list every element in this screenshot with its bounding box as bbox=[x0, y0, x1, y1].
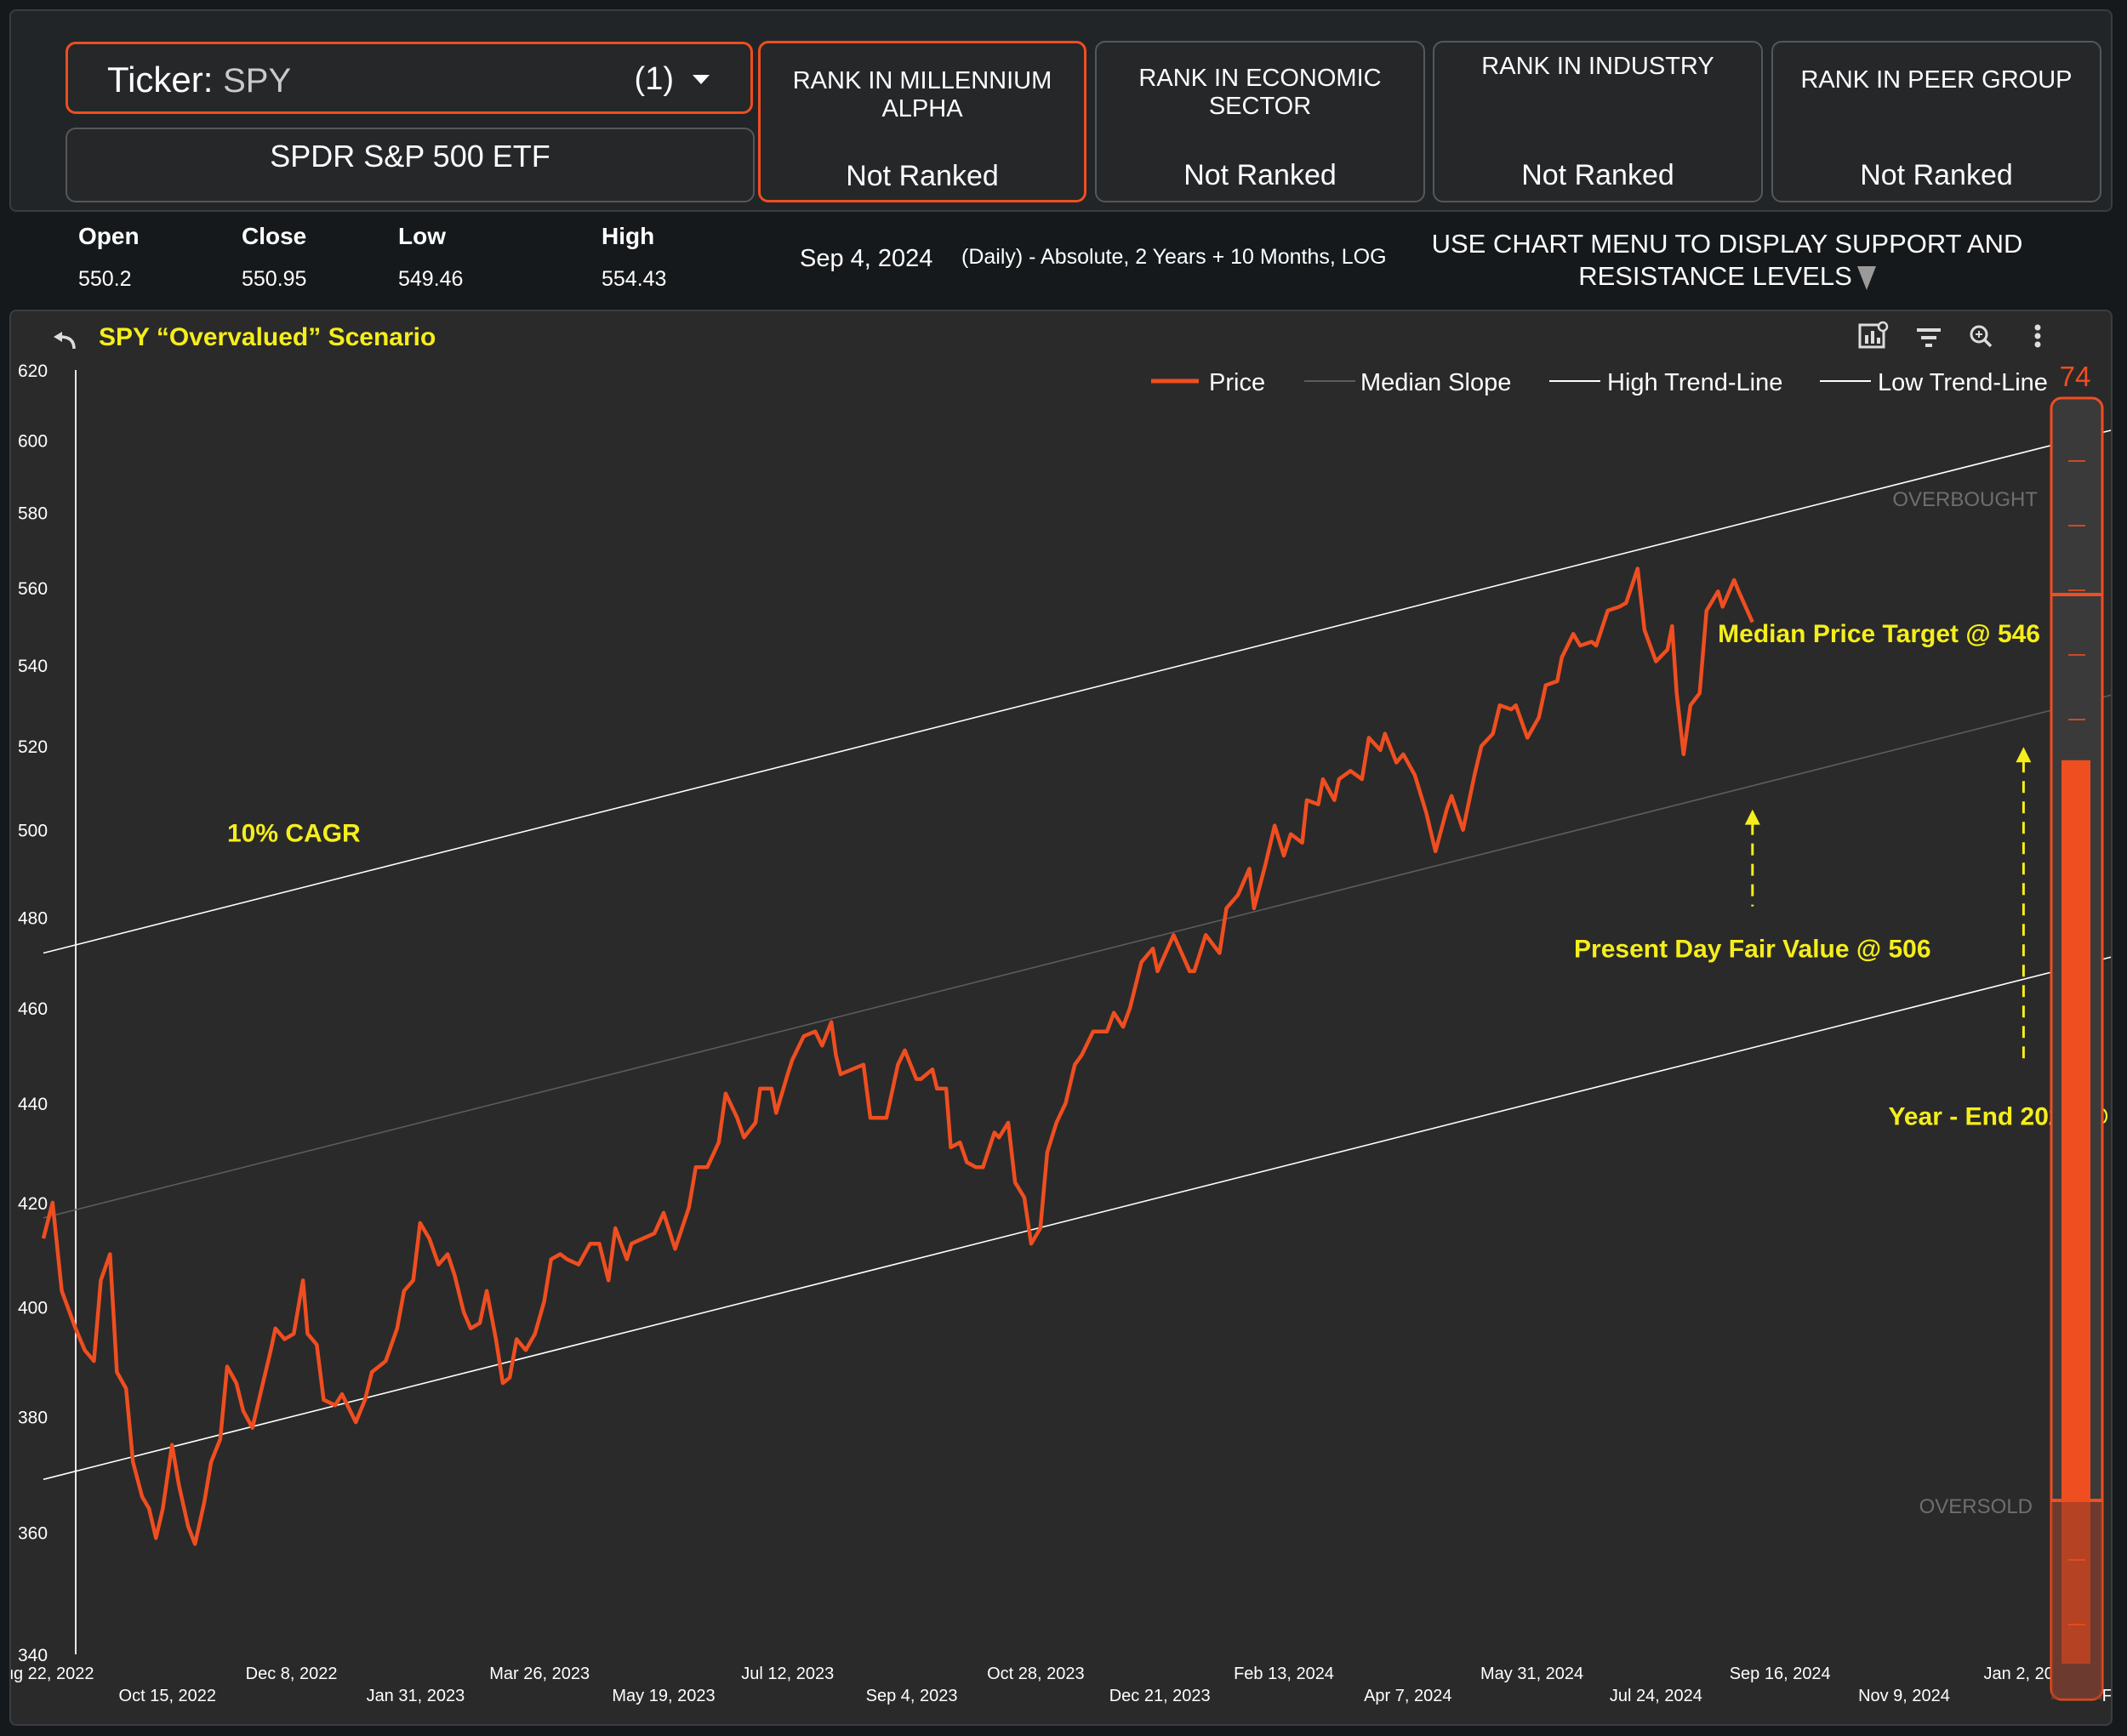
overbought-label: OVERBOUGHT bbox=[1892, 488, 2038, 511]
x-tick-label: Dec 8, 2022 bbox=[246, 1665, 338, 1683]
chart-settings-icon[interactable] bbox=[1858, 321, 1889, 349]
legend-price[interactable]: Price bbox=[1209, 369, 1265, 396]
security-name: SPDR S&P 500 ETF bbox=[66, 128, 755, 202]
x-tick-label: Jul 12, 2023 bbox=[741, 1665, 834, 1683]
rank-industry[interactable]: RANK IN INDUSTRY Not Ranked bbox=[1433, 41, 1763, 202]
chart-range: (Daily) - Absolute, 2 Years + 10 Months,… bbox=[961, 245, 1387, 269]
x-tick-label: Sep 4, 2023 bbox=[866, 1687, 958, 1705]
gauge-oversold-zone bbox=[2051, 1500, 2102, 1699]
top-panel: Ticker: SPY (1) SPDR S&P 500 ETF RANK IN… bbox=[9, 9, 2113, 212]
x-tick-label: Feb 25, 2025 bbox=[2102, 1687, 2111, 1705]
y-tick-label: 440 bbox=[18, 1095, 48, 1114]
rank-peer-group[interactable]: RANK IN PEER GROUP Not Ranked bbox=[1771, 41, 2101, 202]
x-axis: Aug 22, 2022 Oct 15, 2022 Dec 8, 2022 Jan 3… bbox=[11, 1665, 2111, 1705]
y-tick-label: 560 bbox=[18, 579, 48, 599]
rank-title: RANK IN ECONOMIC SECTOR bbox=[1138, 65, 1382, 120]
y-tick-label: 460 bbox=[18, 999, 48, 1019]
y-tick-label: 620 bbox=[18, 361, 48, 381]
annotation-median-target: Median Price Target @ 546 bbox=[1718, 620, 2040, 648]
y-tick-label: 420 bbox=[18, 1194, 48, 1214]
x-tick-label: May 19, 2023 bbox=[612, 1687, 715, 1705]
close-value: 550.95 bbox=[242, 267, 307, 291]
high-label: High bbox=[602, 223, 655, 249]
low-label: Low bbox=[398, 223, 446, 249]
series-median-slope bbox=[43, 694, 2111, 1219]
x-tick-label: Oct 15, 2022 bbox=[119, 1687, 217, 1705]
chevron-down-icon[interactable] bbox=[693, 75, 710, 84]
chart-panel: SPY “Overvalued” Scenario Price Median S… bbox=[9, 310, 2113, 1726]
zoom-icon[interactable] bbox=[1970, 325, 1993, 348]
x-tick-label: Jul 24, 2024 bbox=[1610, 1687, 1702, 1705]
y-tick-label: 340 bbox=[18, 1646, 48, 1665]
chart-title: SPY “Overvalued” Scenario bbox=[99, 323, 436, 351]
rank-value: Not Ranked bbox=[1183, 159, 1337, 191]
filter-icon[interactable] bbox=[1917, 328, 1941, 347]
low-value: 549.46 bbox=[398, 267, 464, 291]
overbought-oversold-gauge: 74 OVERBOUGHT OVERSOLD bbox=[1892, 361, 2104, 1701]
current-date: Sep 4, 2024 bbox=[800, 245, 933, 272]
legend-low-trend-line[interactable]: Low Trend-Line bbox=[1878, 369, 2048, 396]
undo-icon[interactable] bbox=[54, 332, 76, 350]
gauge-value: 74 bbox=[2060, 361, 2091, 392]
high-value: 554.43 bbox=[602, 267, 667, 291]
ticker-count: (1) bbox=[634, 61, 674, 97]
rank-value: Not Ranked bbox=[1860, 159, 2013, 191]
annotation-fair-value: Present Day Fair Value @ 506 bbox=[1574, 936, 1930, 964]
x-tick-label: Oct 28, 2023 bbox=[987, 1665, 1085, 1683]
menu-hint: USE CHART MENU TO DISPLAY SUPPORT AND RE… bbox=[1412, 228, 2042, 293]
rank-economic-sector[interactable]: RANK IN ECONOMIC SECTOR Not Ranked bbox=[1095, 41, 1425, 202]
rank-value: Not Ranked bbox=[1521, 159, 1674, 191]
rank-title: RANK IN MILLENNIUM ALPHA bbox=[792, 67, 1052, 122]
ticker-value: SPY bbox=[223, 62, 292, 100]
x-tick-label: Nov 9, 2024 bbox=[1858, 1687, 1950, 1705]
x-tick-label: Apr 7, 2024 bbox=[1364, 1687, 1451, 1705]
x-tick-label: Sep 16, 2024 bbox=[1730, 1665, 1831, 1683]
x-tick-label: May 31, 2024 bbox=[1480, 1665, 1583, 1683]
more-vert-icon[interactable] bbox=[2034, 324, 2041, 348]
ticker-selector[interactable]: Ticker: SPY (1) bbox=[66, 42, 753, 114]
open-value: 550.2 bbox=[78, 267, 132, 291]
legend: Price Median Slope High Trend-Line Low T… bbox=[1151, 369, 2048, 396]
annotation-cagr: 10% CAGR bbox=[227, 820, 361, 848]
x-tick-label: Aug 22, 2022 bbox=[11, 1665, 94, 1683]
open-label: Open bbox=[78, 223, 140, 249]
fair-value-arrowhead bbox=[1744, 809, 1760, 825]
menu-hint-text: USE CHART MENU TO DISPLAY SUPPORT AND RE… bbox=[1431, 229, 2023, 291]
x-tick-label: Jan 31, 2023 bbox=[367, 1687, 465, 1705]
series-high-trend-line bbox=[43, 430, 2111, 954]
series-low-trend-line bbox=[43, 956, 2111, 1481]
y-tick-label: 520 bbox=[18, 737, 48, 757]
y-tick-label: 540 bbox=[18, 657, 48, 676]
price-chart: SPY “Overvalued” Scenario Price Median S… bbox=[11, 321, 2111, 1705]
ticker-label: Ticker: SPY bbox=[107, 60, 292, 100]
x-tick-label: Feb 13, 2024 bbox=[1234, 1665, 1334, 1683]
y-tick-label: 580 bbox=[18, 504, 48, 524]
close-label: Close bbox=[242, 223, 307, 249]
y-tick-label: 480 bbox=[18, 908, 48, 928]
rank-title: RANK IN INDUSTRY bbox=[1481, 53, 1714, 80]
y-tick-label: 500 bbox=[18, 822, 48, 841]
y-tick-label: 600 bbox=[18, 431, 48, 451]
year-end-arrowhead bbox=[2016, 747, 2032, 763]
x-tick-label: Mar 26, 2023 bbox=[489, 1665, 590, 1683]
y-tick-label: 400 bbox=[18, 1299, 48, 1318]
x-tick-label: Dec 21, 2023 bbox=[1109, 1687, 1211, 1705]
series-layer bbox=[41, 430, 2111, 1546]
y-axis: 620 600 580 560 540 520 500 480 460 440 420 400 380 3… bbox=[18, 361, 77, 1665]
y-tick-label: 360 bbox=[18, 1523, 48, 1543]
rank-title: RANK IN PEER GROUP bbox=[1800, 66, 2073, 94]
oversold-label: OVERSOLD bbox=[1919, 1495, 2033, 1518]
rank-value: Not Ranked bbox=[846, 160, 999, 192]
y-tick-label: 380 bbox=[18, 1408, 48, 1427]
caret-down-icon bbox=[1856, 266, 1876, 290]
legend-high-trend-line[interactable]: High Trend-Line bbox=[1607, 369, 1782, 396]
legend-median-slope[interactable]: Median Slope bbox=[1360, 369, 1511, 396]
rank-millennium-alpha[interactable]: RANK IN MILLENNIUM ALPHA Not Ranked bbox=[758, 41, 1086, 202]
series-price bbox=[41, 566, 1754, 1546]
